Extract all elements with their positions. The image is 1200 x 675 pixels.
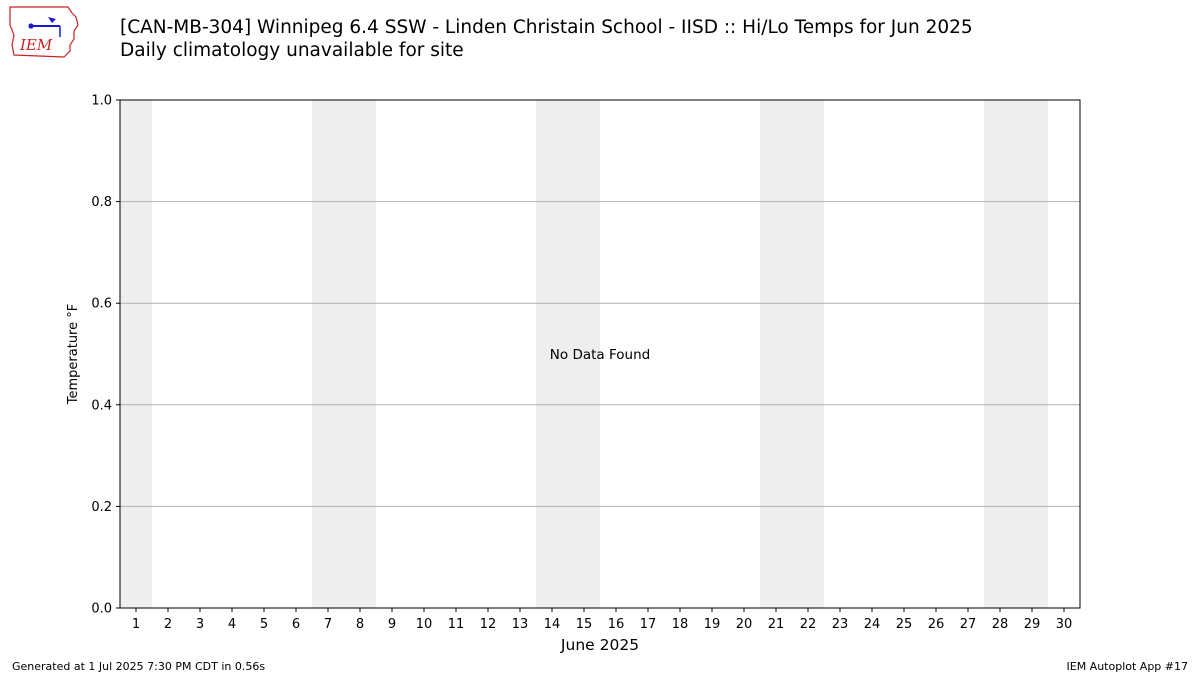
generated-timestamp: Generated at 1 Jul 2025 7:30 PM CDT in 0… (12, 660, 266, 673)
iowa-outline (9, 6, 79, 58)
x-tick-label: 23 (832, 617, 849, 632)
weekend-band (792, 100, 824, 608)
x-tick-label: 15 (576, 617, 593, 632)
x-tick-label: 21 (768, 617, 785, 632)
x-tick-label: 10 (416, 617, 433, 632)
weekend-band (344, 100, 376, 608)
x-tick-label: 27 (960, 617, 977, 632)
x-tick-label: 4 (228, 617, 236, 632)
logo-text: IEM (19, 36, 53, 54)
x-tick-label: 9 (388, 617, 396, 632)
iem-logo: IEM (8, 5, 82, 59)
no-data-annotation: No Data Found (550, 347, 650, 363)
x-tick-label: 1 (132, 617, 140, 632)
x-tick-label: 18 (672, 617, 689, 632)
logo-flag (48, 17, 56, 23)
x-tick-label: 14 (544, 617, 561, 632)
x-axis-label: June 2025 (560, 636, 639, 654)
x-tick-label: 8 (356, 617, 364, 632)
x-tick-label: 2 (164, 617, 172, 632)
x-tick-label: 5 (260, 617, 268, 632)
x-tick-label: 7 (324, 617, 332, 632)
x-tick-label: 25 (896, 617, 913, 632)
y-tick-label: 0.4 (91, 398, 112, 413)
x-tick-label: 24 (864, 617, 881, 632)
x-tick-label: 16 (608, 617, 625, 632)
x-tick-label: 6 (292, 617, 300, 632)
x-tick-label: 26 (928, 617, 945, 632)
weekend-band (536, 100, 568, 608)
autoplot-app-id: IEM Autoplot App #17 (1066, 660, 1189, 673)
x-tick-label: 11 (448, 617, 465, 632)
y-tick-label: 1.0 (91, 94, 112, 109)
x-tick-label: 30 (1056, 617, 1073, 632)
x-tick-label: 3 (196, 617, 204, 632)
y-axis-label: Temperature °F (66, 304, 81, 405)
x-tick-label: 28 (992, 617, 1009, 632)
x-tick-label: 13 (512, 617, 529, 632)
plot-frame (119, 99, 1081, 609)
weekend-band (1016, 100, 1048, 608)
x-tick-label: 19 (704, 617, 721, 632)
iem-logo-graphic: IEM (9, 6, 79, 58)
y-tick-label: 0.6 (91, 297, 112, 312)
weekend-band (568, 100, 600, 608)
weekend-band (312, 100, 344, 608)
logo-station-dot (28, 23, 34, 29)
weekend-band (984, 100, 1016, 608)
y-tick-label: 0.2 (91, 500, 112, 515)
weekend-band (120, 100, 152, 608)
x-tick-label: 22 (800, 617, 817, 632)
chart-subtitle: Daily climatology unavailable for site (120, 40, 464, 61)
y-tick-label: 0.8 (91, 195, 112, 210)
chart-title: [CAN-MB-304] Winnipeg 6.4 SSW - Linden C… (120, 17, 973, 38)
x-tick-label: 12 (480, 617, 497, 632)
y-tick-label: 0.0 (91, 602, 112, 617)
weekend-band (760, 100, 792, 608)
x-tick-label: 17 (640, 617, 657, 632)
x-tick-label: 20 (736, 617, 753, 632)
x-tick-label: 29 (1024, 617, 1041, 632)
